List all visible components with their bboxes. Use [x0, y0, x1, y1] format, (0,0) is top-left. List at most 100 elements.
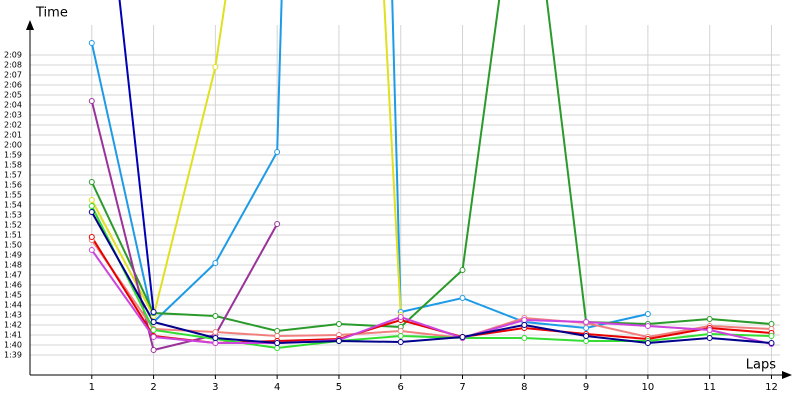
point-marker [397, 314, 404, 320]
y-tick-label: 1:51 [4, 231, 22, 240]
point-marker [212, 335, 219, 341]
series-line [90, 0, 402, 319]
y-tick-label: 1:49 [4, 251, 22, 260]
point-marker [212, 64, 219, 70]
point-marker [274, 221, 281, 227]
x-tick-label: 2 [150, 382, 156, 393]
point-marker [88, 40, 95, 46]
y-tick-label: 2:05 [4, 91, 22, 100]
y-tick-label: 1:54 [4, 201, 22, 210]
point-marker [88, 197, 95, 203]
point-marker [644, 323, 651, 329]
point-marker [583, 338, 590, 344]
point-marker [521, 322, 528, 328]
point-marker [706, 327, 713, 333]
series-line [90, 0, 772, 333]
y-axis-arrow [26, 20, 34, 30]
y-tick-label: 2:02 [4, 121, 22, 130]
series-line [90, 211, 772, 345]
x-tick-label: 5 [336, 382, 342, 393]
point-marker [88, 247, 95, 253]
x-tick-label: 8 [521, 382, 527, 393]
point-marker [274, 328, 281, 334]
x-axis-label: Laps [746, 358, 776, 373]
y-tick-label: 1:42 [4, 321, 22, 330]
y-tick-label: 1:57 [4, 171, 22, 180]
point-marker [88, 209, 95, 215]
x-tick-label: 9 [583, 382, 589, 393]
series-line [90, 239, 772, 340]
y-tick-label: 1:44 [4, 301, 22, 310]
series-line [90, 100, 279, 352]
x-tick-label: 12 [765, 382, 778, 393]
x-tick-label: 6 [398, 382, 404, 393]
x-tick-label: 11 [703, 382, 716, 393]
y-tick-label: 1:47 [4, 271, 22, 280]
point-marker [583, 333, 590, 339]
y-tick-label: 2:06 [4, 81, 22, 90]
point-marker [274, 345, 281, 351]
point-marker [150, 347, 157, 353]
point-marker [768, 333, 775, 339]
point-marker [212, 260, 219, 266]
y-tick-label: 2:03 [4, 111, 22, 120]
y-tick-label: 1:43 [4, 311, 22, 320]
point-marker [335, 338, 342, 344]
point-marker [88, 179, 95, 185]
point-marker [521, 335, 528, 341]
point-marker [459, 334, 466, 340]
series-line [118, 0, 155, 313]
y-tick-label: 1:53 [4, 211, 22, 220]
y-tick-label: 2:08 [4, 61, 22, 70]
series-line [90, 249, 772, 345]
point-marker [706, 316, 713, 322]
y-tick-label: 1:52 [4, 221, 22, 230]
point-marker [768, 321, 775, 327]
series-line [90, 205, 772, 350]
point-marker [706, 335, 713, 341]
point-marker [274, 149, 281, 155]
x-tick-label: 7 [459, 382, 465, 393]
y-tick-label: 1:50 [4, 241, 22, 250]
y-tick-label: 1:58 [4, 161, 22, 170]
point-marker [583, 319, 590, 325]
x-tick-label: 3 [212, 382, 218, 393]
y-tick-label: 1:55 [4, 191, 22, 200]
x-tick-label: 10 [642, 382, 655, 393]
point-marker [274, 340, 281, 346]
y-tick-label: 1:48 [4, 261, 22, 270]
point-marker [521, 317, 528, 323]
x-axis-arrow [782, 371, 792, 379]
point-marker [150, 319, 157, 325]
point-marker [274, 333, 281, 339]
y-tick-label: 1:45 [4, 291, 22, 300]
y-tick-label: 2:09 [4, 51, 22, 60]
point-marker [335, 321, 342, 327]
y-tick-label: 2:01 [4, 131, 22, 140]
y-axis-label: Time [35, 6, 68, 21]
point-marker [768, 340, 775, 346]
point-marker [150, 334, 157, 340]
x-tick-label: 1 [89, 382, 95, 393]
y-tick-label: 1:40 [4, 341, 22, 350]
point-marker [459, 295, 466, 301]
point-marker [397, 333, 404, 339]
point-marker [88, 234, 95, 240]
point-marker [459, 267, 466, 273]
y-tick-label: 2:04 [4, 101, 22, 110]
point-marker [644, 340, 651, 346]
point-marker [88, 98, 95, 104]
x-tick-label: 4 [274, 382, 280, 393]
y-tick-label: 2:00 [4, 141, 22, 150]
point-marker [150, 327, 157, 333]
point-marker [212, 313, 219, 319]
y-tick-label: 1:41 [4, 331, 22, 340]
y-tick-label: 1:56 [4, 181, 22, 190]
plot-area [88, 0, 775, 353]
series-line [90, 0, 649, 330]
y-tick-label: 2:07 [4, 71, 22, 80]
point-marker [644, 311, 651, 317]
point-marker [150, 309, 157, 315]
